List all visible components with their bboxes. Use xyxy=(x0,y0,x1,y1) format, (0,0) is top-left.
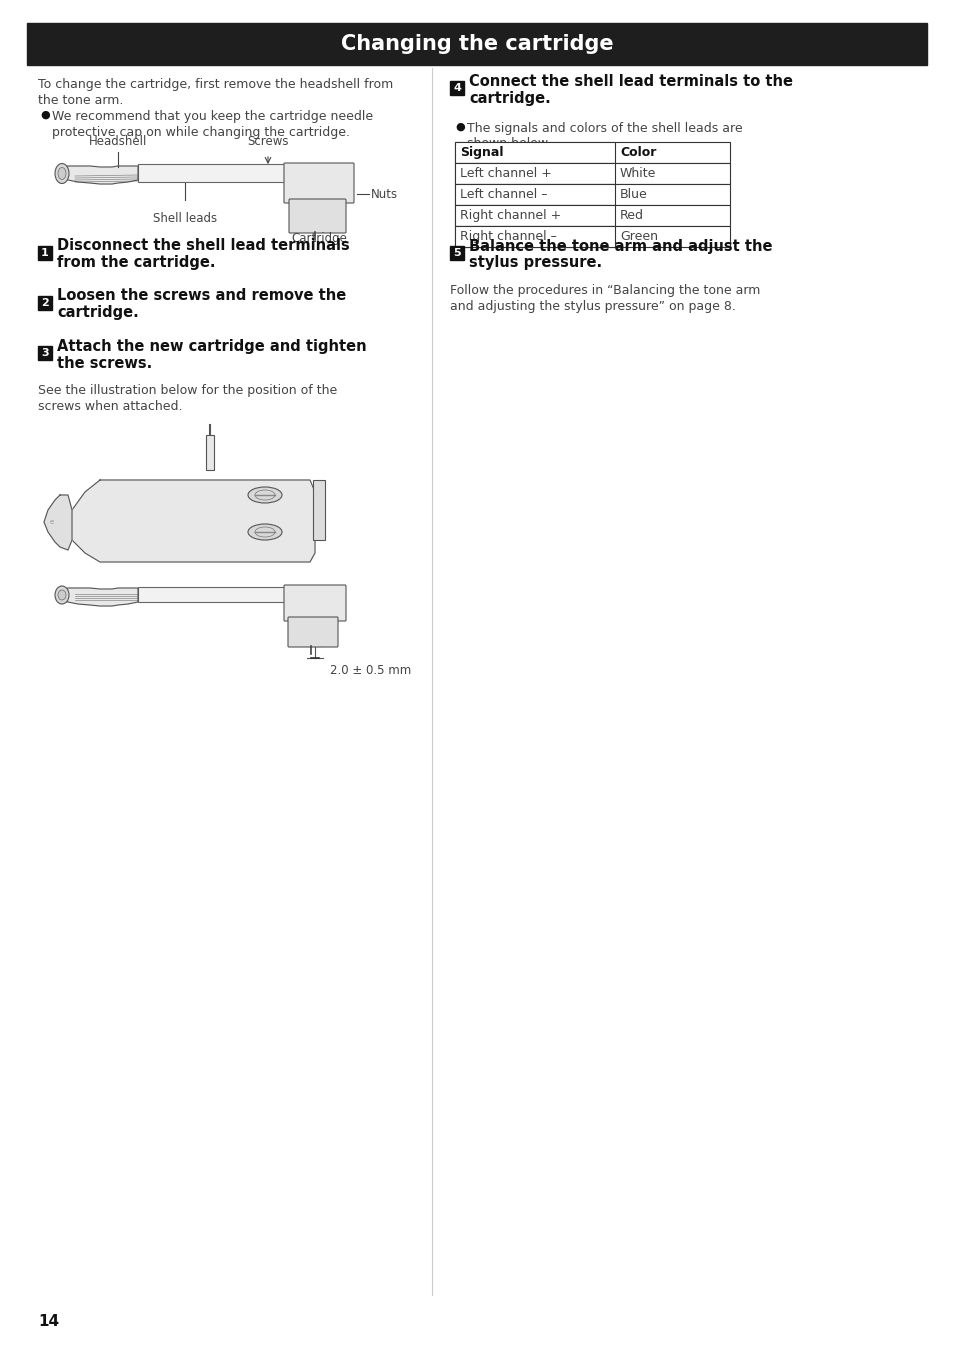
Bar xyxy=(450,81,463,95)
Text: from the cartridge.: from the cartridge. xyxy=(57,255,215,270)
Ellipse shape xyxy=(248,487,282,504)
Bar xyxy=(38,296,52,310)
Ellipse shape xyxy=(58,167,66,180)
Text: 3: 3 xyxy=(41,348,49,358)
Text: Right channel –: Right channel – xyxy=(459,230,557,243)
Bar xyxy=(450,246,463,261)
Bar xyxy=(455,163,615,184)
Text: 14: 14 xyxy=(38,1315,59,1330)
FancyBboxPatch shape xyxy=(289,198,346,234)
Text: Left channel +: Left channel + xyxy=(459,167,551,180)
Text: the tone arm.: the tone arm. xyxy=(38,95,123,107)
Polygon shape xyxy=(68,481,314,562)
FancyBboxPatch shape xyxy=(284,163,354,202)
Bar xyxy=(455,184,729,205)
Text: 1: 1 xyxy=(41,248,49,258)
Bar xyxy=(27,23,926,65)
Text: stylus pressure.: stylus pressure. xyxy=(469,255,601,270)
Bar xyxy=(455,205,729,225)
Ellipse shape xyxy=(55,586,69,603)
Text: Screws: Screws xyxy=(247,135,289,148)
Bar xyxy=(38,246,52,261)
Text: Red: Red xyxy=(619,209,643,221)
Text: Changing the cartridge: Changing the cartridge xyxy=(340,34,613,54)
Bar xyxy=(313,481,325,540)
Text: Green: Green xyxy=(619,230,658,243)
Text: 4: 4 xyxy=(453,82,460,93)
Bar xyxy=(455,225,729,247)
Polygon shape xyxy=(44,495,71,549)
Text: We recommend that you keep the cartridge needle: We recommend that you keep the cartridge… xyxy=(52,109,373,123)
Text: e: e xyxy=(50,518,54,525)
Text: cartridge.: cartridge. xyxy=(57,305,138,320)
Text: The signals and colors of the shell leads are: The signals and colors of the shell lead… xyxy=(467,122,741,135)
Text: See the illustration below for the position of the: See the illustration below for the posit… xyxy=(38,383,337,397)
Ellipse shape xyxy=(58,590,66,599)
Bar xyxy=(455,184,615,205)
Bar xyxy=(38,346,52,360)
Text: Cartridge: Cartridge xyxy=(291,232,347,244)
Bar xyxy=(455,205,615,225)
Text: Connect the shell lead terminals to the: Connect the shell lead terminals to the xyxy=(469,73,792,89)
Text: screws when attached.: screws when attached. xyxy=(38,400,182,413)
Text: 5: 5 xyxy=(453,248,460,258)
Text: protective cap on while changing the cartridge.: protective cap on while changing the car… xyxy=(52,126,350,139)
Text: Loosen the screws and remove the: Loosen the screws and remove the xyxy=(57,289,346,304)
Ellipse shape xyxy=(248,524,282,540)
Bar xyxy=(455,163,729,184)
Text: Left channel –: Left channel – xyxy=(459,188,547,201)
Text: 2.0 ± 0.5 mm: 2.0 ± 0.5 mm xyxy=(330,663,411,676)
Text: White: White xyxy=(619,167,656,180)
Text: 2: 2 xyxy=(41,298,49,308)
Text: Right channel +: Right channel + xyxy=(459,209,560,221)
Bar xyxy=(138,163,353,182)
Text: Blue: Blue xyxy=(619,188,647,201)
Text: Nuts: Nuts xyxy=(371,188,397,201)
FancyBboxPatch shape xyxy=(288,617,337,647)
Text: Shell leads: Shell leads xyxy=(152,212,217,225)
FancyBboxPatch shape xyxy=(284,585,346,621)
Text: Headshell: Headshell xyxy=(89,135,147,148)
Polygon shape xyxy=(58,589,138,606)
Text: the screws.: the screws. xyxy=(57,355,152,370)
Text: Attach the new cartridge and tighten: Attach the new cartridge and tighten xyxy=(57,339,366,354)
Bar xyxy=(455,142,729,163)
Ellipse shape xyxy=(55,163,69,184)
Bar xyxy=(455,142,615,163)
Text: ●: ● xyxy=(40,109,50,120)
Text: cartridge.: cartridge. xyxy=(469,90,550,105)
Bar xyxy=(206,435,213,470)
Text: and adjusting the stylus pressure” on page 8.: and adjusting the stylus pressure” on pa… xyxy=(450,300,735,313)
Polygon shape xyxy=(58,166,138,184)
Bar xyxy=(138,587,323,602)
Bar xyxy=(455,225,615,247)
Text: Color: Color xyxy=(619,146,656,159)
Text: Disconnect the shell lead terminals: Disconnect the shell lead terminals xyxy=(57,239,350,254)
Text: ●: ● xyxy=(455,122,464,132)
Text: shown below.: shown below. xyxy=(467,136,551,150)
Text: Balance the tone arm and adjust the: Balance the tone arm and adjust the xyxy=(469,239,772,254)
Text: Signal: Signal xyxy=(459,146,503,159)
Text: Follow the procedures in “Balancing the tone arm: Follow the procedures in “Balancing the … xyxy=(450,284,760,297)
Text: To change the cartridge, first remove the headshell from: To change the cartridge, first remove th… xyxy=(38,78,393,90)
